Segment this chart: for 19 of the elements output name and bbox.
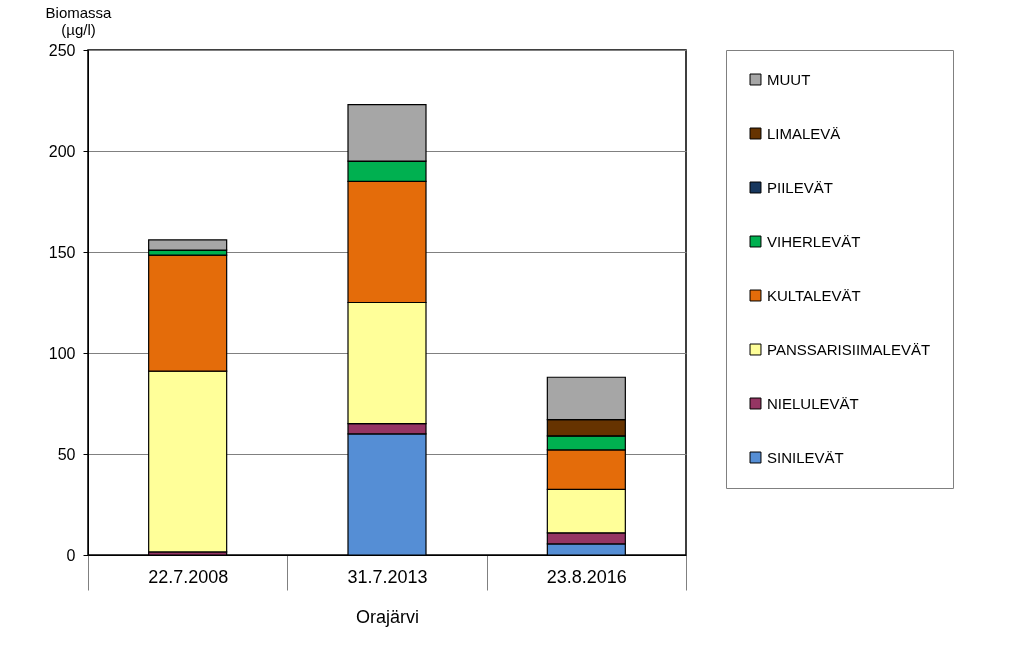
y-axis-title: Biomassa (µg/l) [45, 3, 113, 38]
legend-label: NIELULEVÄT [767, 394, 859, 412]
x-tick-label: 22.7.2008 [148, 566, 229, 587]
legend-label: MUUT [767, 70, 811, 88]
y-tick-label: 50 [57, 445, 76, 463]
x-tick-label: 23.8.2016 [546, 566, 627, 587]
legend-label: KULTALEVÄT [767, 286, 861, 304]
y-tick-label: 0 [66, 546, 76, 564]
legend-label: PANSSARISIIMALEVÄT [767, 340, 931, 358]
legend-label: VIHERLEVÄT [767, 232, 861, 250]
y-tick-label: 200 [48, 142, 76, 160]
x-tick-label: 31.7.2013 [347, 566, 428, 587]
y-tick-label: 150 [48, 243, 76, 261]
legend-label: SINILEVÄT [767, 448, 844, 466]
y-tick-label: 100 [48, 344, 76, 362]
legend-label: LIMALEVÄ [767, 124, 841, 142]
x-axis-title: Orajärvi [355, 607, 420, 627]
y-tick-label: 250 [48, 41, 76, 59]
legend-label: PIILEVÄT [767, 178, 833, 196]
